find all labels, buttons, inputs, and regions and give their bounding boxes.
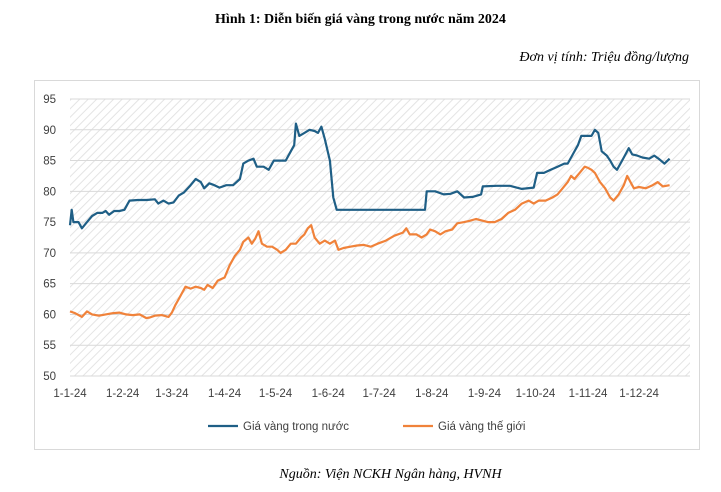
y-tick-label: 80 xyxy=(43,186,56,198)
x-tick-label: 1-5-24 xyxy=(259,388,293,400)
y-tick-label: 50 xyxy=(43,371,56,383)
y-tick-label: 55 xyxy=(43,340,56,352)
x-tick-label: 1-6-24 xyxy=(312,388,346,400)
y-tick-label: 90 xyxy=(43,125,56,137)
source-note: Nguồn: Viện NCKH Ngân hàng, HVNH xyxy=(279,467,502,482)
legend-label: Giá vàng thế giới xyxy=(438,421,525,433)
x-tick-label: 1-3-24 xyxy=(155,388,189,400)
y-tick-label: 70 xyxy=(43,248,56,260)
x-tick-label: 1-11-24 xyxy=(569,388,608,400)
series-line-world xyxy=(69,165,670,320)
x-tick-label: 1-2-24 xyxy=(106,388,140,400)
x-tick-label: 1-10-24 xyxy=(516,388,556,400)
x-tick-label: 1-7-24 xyxy=(363,388,397,400)
y-tick-label: 85 xyxy=(43,156,56,168)
x-tick-label: 1-4-24 xyxy=(208,388,242,400)
x-tick-label: 1-9-24 xyxy=(468,388,502,400)
y-tick-label: 60 xyxy=(43,309,56,321)
x-tick-label: 1-1-24 xyxy=(53,388,87,400)
x-tick-label: 1-8-24 xyxy=(415,388,449,400)
y-tick-label: 75 xyxy=(43,217,56,229)
y-tick-label: 95 xyxy=(43,94,56,106)
series-line-domestic xyxy=(68,122,671,230)
unit-note: Đơn vị tính: Triệu đồng/lượng xyxy=(519,50,689,65)
legend-label: Giá vàng trong nước xyxy=(243,421,349,433)
y-tick-label: 65 xyxy=(43,279,56,291)
chart-frame xyxy=(34,80,700,450)
figure-title: Hình 1: Diễn biến giá vàng trong nước nă… xyxy=(215,12,506,27)
plot-area xyxy=(70,99,690,376)
x-tick-label: 1-12-24 xyxy=(619,388,659,400)
